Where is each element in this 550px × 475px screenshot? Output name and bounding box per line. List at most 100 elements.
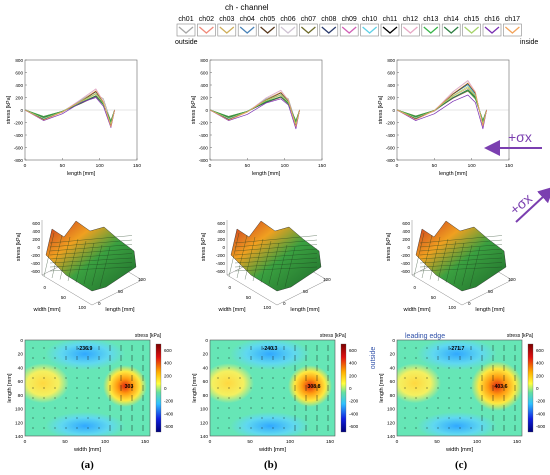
series-line-ch15 xyxy=(396,86,487,124)
z-tick-label: 200 xyxy=(402,237,410,242)
legend-swatch-frame xyxy=(176,23,196,37)
y-tick-label: 120 xyxy=(387,420,395,426)
width-tick-label: 100 xyxy=(448,305,456,310)
z-tick-label: -600 xyxy=(401,269,411,274)
surface-grid-line xyxy=(284,246,296,288)
x-tick-label: 0 xyxy=(24,439,27,445)
y-tick-label: 20 xyxy=(390,352,396,358)
legend-swatch-line xyxy=(239,26,255,34)
colorbar-tick-label: -600 xyxy=(536,424,546,429)
x-axis-label: width [mm] xyxy=(73,447,101,453)
y-tick-label: 0 xyxy=(392,338,395,344)
surface-grid-line xyxy=(49,239,133,248)
legend-item-ch01: ch01 xyxy=(176,16,196,37)
surface-grid-line xyxy=(413,232,425,277)
surface-grid-line xyxy=(234,262,318,268)
x-tick-label: 100 xyxy=(473,439,481,445)
y-tick-label: 0 xyxy=(20,338,23,344)
colorbar-tick-label: 0 xyxy=(349,386,352,391)
y-axis-label: stress [kPa] xyxy=(191,95,197,124)
surface-grid-line xyxy=(419,253,503,260)
y-tick-label: 40 xyxy=(203,365,209,371)
low-stress-region-bottom xyxy=(417,412,497,436)
legend-item-ch03: ch03 xyxy=(217,16,237,37)
width-tick-label: 50 xyxy=(246,295,252,300)
legend-item-ch06: ch06 xyxy=(278,16,298,37)
y-tick-label: 0 xyxy=(205,108,208,113)
surface-grid-line xyxy=(260,240,272,283)
plot-frame xyxy=(24,339,151,437)
legend-swatch-line xyxy=(484,26,500,34)
z-tick-label: 0 xyxy=(37,245,40,250)
surface-grid-line xyxy=(469,246,481,288)
x-tick-label: 150 xyxy=(141,439,149,445)
series-line-ch15 xyxy=(209,94,300,125)
y-axis-label: length [mm] xyxy=(192,373,198,403)
z-tick-label: -200 xyxy=(401,253,411,258)
surface-grid-line xyxy=(49,244,133,252)
legend-swatch-frame xyxy=(380,23,400,37)
surface-grid-line xyxy=(437,238,449,282)
legend-inside-note: inside xyxy=(520,39,538,46)
surface-chart-b: 600 400 200 0 -200 -400 -600 stress [kPa] 0 50 100… xyxy=(201,220,331,313)
width-axis-label: width [mm] xyxy=(402,307,430,313)
colorbar-title: stress [kPa] xyxy=(320,333,347,339)
high-stress-region-right xyxy=(103,365,147,407)
y-tick-label: 100 xyxy=(15,407,23,413)
y-tick-label: 200 xyxy=(200,95,208,100)
plot-frame xyxy=(396,339,523,437)
x-tick-label: 100 xyxy=(468,163,476,169)
legend-swatch-line xyxy=(423,26,439,34)
surface-grid-line xyxy=(419,248,503,256)
length-tick-label: 100 xyxy=(138,277,146,282)
y-tick-label: 80 xyxy=(18,393,24,399)
stress-surface xyxy=(230,220,322,292)
legend-swatch-line xyxy=(362,26,378,34)
y-tick-label: 800 xyxy=(15,58,23,63)
z-tick-label: -600 xyxy=(216,269,226,274)
max-value-label: 403.6 xyxy=(495,384,508,390)
stress-surface xyxy=(415,220,507,292)
low-stress-region-bottom xyxy=(230,412,310,436)
legend-item-ch02: ch02 xyxy=(197,16,216,37)
high-stress-region-right xyxy=(471,361,522,411)
y-tick-label: 200 xyxy=(387,95,395,100)
z-tick-label: 600 xyxy=(402,221,410,226)
low-stress-region-top xyxy=(45,340,125,370)
colorbar-tick-label: 0 xyxy=(536,386,539,391)
surface-grid-line xyxy=(234,248,318,256)
x-tick-label: 150 xyxy=(318,163,326,169)
y-tick-label: 120 xyxy=(200,420,208,426)
surface-grid-line xyxy=(419,257,503,264)
surface-grid-line xyxy=(234,239,318,248)
length-tick-label: 100 xyxy=(508,277,516,282)
legend-title: ch - channel xyxy=(225,3,269,12)
colorbar-tick-label: -400 xyxy=(536,411,546,416)
y-axis-label: stress [kPa] xyxy=(6,95,12,124)
x-tick-label: 150 xyxy=(505,163,513,169)
legend-item-ch05: ch05 xyxy=(258,16,277,37)
y-tick-label: 20 xyxy=(18,352,24,358)
legend-swatch-line xyxy=(321,26,337,34)
x-axis-label: width [mm] xyxy=(258,447,286,453)
y-axis-label: length [mm] xyxy=(379,373,385,403)
surface-grid-line xyxy=(276,244,288,286)
legend-item-label: ch16 xyxy=(484,16,499,23)
z-tick-label: 400 xyxy=(32,229,40,234)
surface-grid-line xyxy=(453,242,465,285)
series-line-ch16 xyxy=(24,97,115,128)
legend-item-label: ch02 xyxy=(199,16,214,23)
width-tick-label: 0 xyxy=(43,285,46,290)
x-tick-label: 50 xyxy=(62,439,68,445)
x-tick-label: 50 xyxy=(247,439,253,445)
z-tick-label: 0 xyxy=(407,245,410,250)
legend-item-label: ch14 xyxy=(444,16,459,23)
length-tick-label: 0 xyxy=(283,301,286,306)
legend-item-label: ch08 xyxy=(321,16,336,23)
y-tick-label: 40 xyxy=(18,365,24,371)
length-tick-label: 50 xyxy=(118,289,124,294)
surface-chart-a: 600 400 200 0 -200 -400 -600 stress [kPa] 0 50 100… xyxy=(16,220,146,313)
